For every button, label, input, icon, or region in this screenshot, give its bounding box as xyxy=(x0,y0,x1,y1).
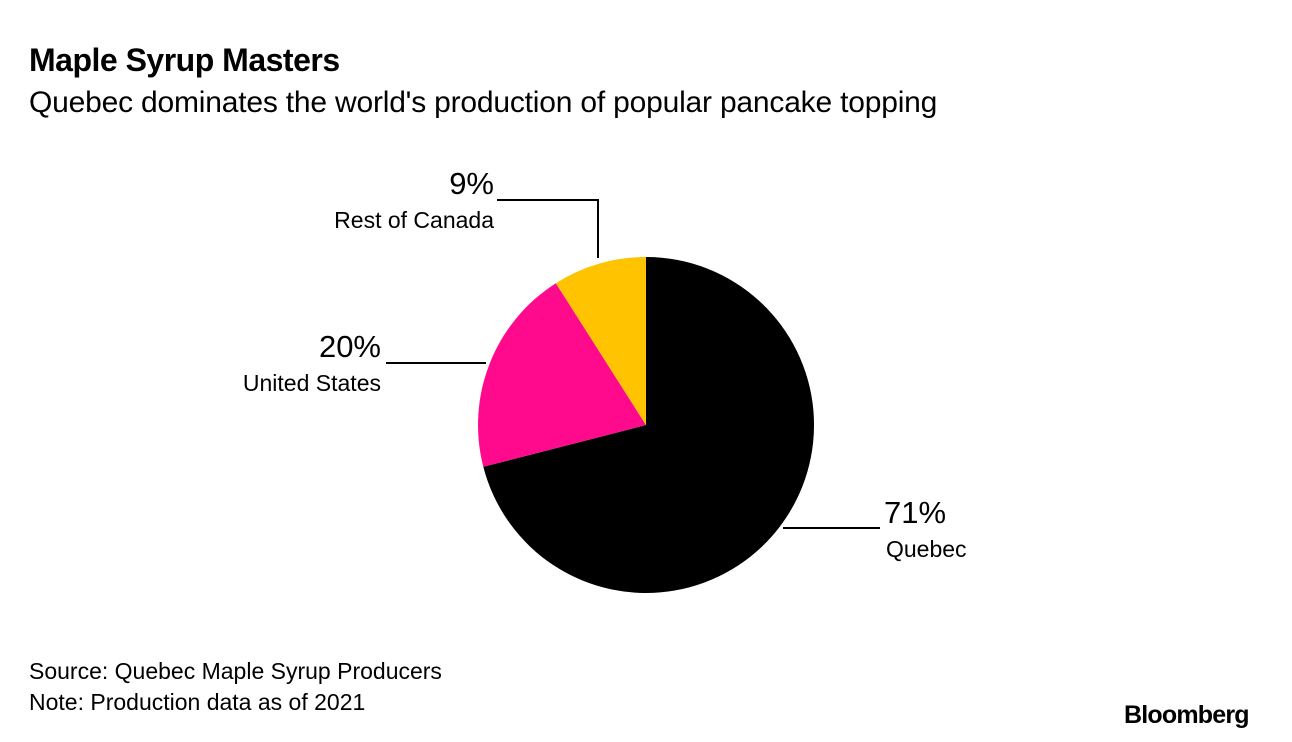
label-name-united-states: United States xyxy=(243,370,381,396)
bloomberg-logo: Bloomberg xyxy=(1124,701,1250,729)
chart-subtitle: Quebec dominates the world's production … xyxy=(29,86,938,119)
label-name-quebec: Quebec xyxy=(886,536,967,562)
pie-slice-quebec xyxy=(483,257,815,594)
source-text: Source: Quebec Maple Syrup Producers xyxy=(29,658,442,684)
footnote: Source: Quebec Maple Syrup Producers Not… xyxy=(29,656,442,718)
label-pct-quebec: 71% xyxy=(884,495,946,530)
leader-line-rest-of-canada xyxy=(497,199,599,258)
label-pct-united-states: 20% xyxy=(319,329,381,364)
chart-title: Maple Syrup Masters xyxy=(29,42,340,78)
note-text: Note: Production data as of 2021 xyxy=(29,689,366,715)
pie-slice-rest-of-canada xyxy=(555,257,646,425)
pie-slice-united-states xyxy=(478,283,646,467)
label-name-rest-of-canada: Rest of Canada xyxy=(334,207,494,233)
label-pct-rest-of-canada: 9% xyxy=(449,166,494,201)
